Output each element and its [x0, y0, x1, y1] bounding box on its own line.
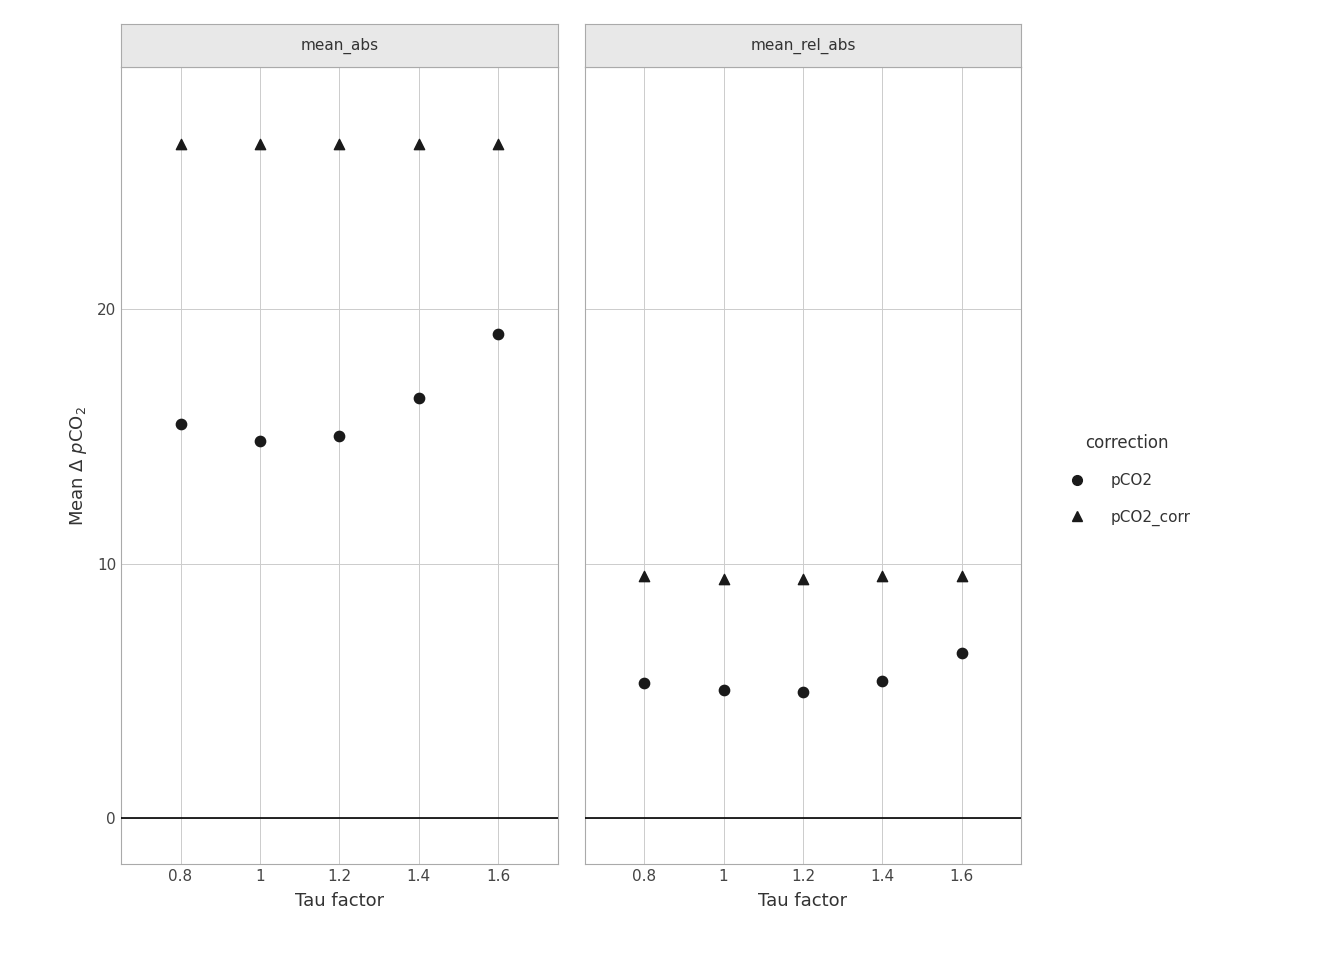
- Point: [249, 434, 270, 449]
- Point: [952, 645, 973, 660]
- Point: [712, 571, 734, 587]
- Point: [633, 568, 655, 584]
- Point: [792, 571, 813, 587]
- Point: [328, 136, 349, 152]
- Point: [169, 416, 191, 431]
- Point: [409, 136, 430, 152]
- Point: [409, 391, 430, 406]
- X-axis label: Tau factor: Tau factor: [294, 892, 384, 910]
- Point: [488, 326, 509, 342]
- X-axis label: Tau factor: Tau factor: [758, 892, 848, 910]
- Y-axis label: Mean $\Delta$ $p$CO$_2$: Mean $\Delta$ $p$CO$_2$: [67, 406, 89, 525]
- Text: mean_abs: mean_abs: [300, 37, 379, 54]
- Point: [249, 136, 270, 152]
- Point: [169, 136, 191, 152]
- Point: [872, 568, 894, 584]
- Point: [633, 676, 655, 691]
- Point: [952, 568, 973, 584]
- Text: mean_rel_abs: mean_rel_abs: [750, 37, 856, 54]
- Point: [488, 136, 509, 152]
- Point: [792, 684, 813, 700]
- Legend: pCO2, pCO2_corr: pCO2, pCO2_corr: [1056, 428, 1198, 532]
- Point: [328, 429, 349, 444]
- Point: [872, 673, 894, 688]
- Point: [712, 682, 734, 697]
